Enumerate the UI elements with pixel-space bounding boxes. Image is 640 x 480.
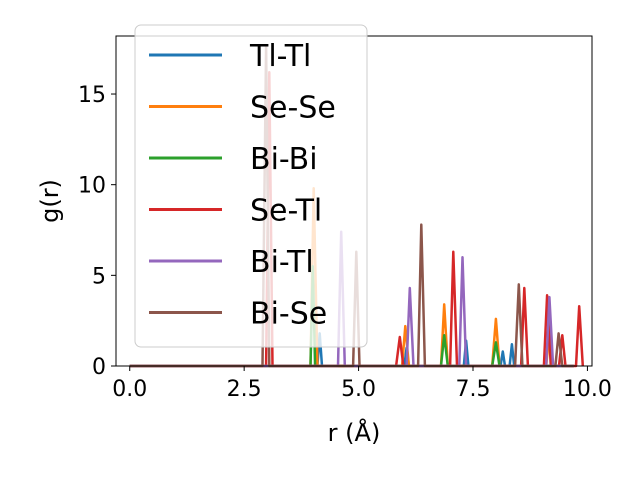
y-axis-label: g(r) — [36, 179, 64, 223]
x-tick-label: 0.0 — [112, 377, 147, 402]
legend: Tl-Tl Se-Se Bi-Bi Se-Tl Bi-Tl Bi-Se — [134, 24, 368, 348]
legend-label-tl-tl: Tl-Tl — [249, 39, 311, 74]
x-axis-label: r (Å) — [328, 418, 381, 447]
legend-label-bi-bi: Bi-Bi — [250, 142, 318, 177]
x-tick-label: 2.5 — [227, 377, 262, 402]
x-tick-label: 7.5 — [456, 377, 491, 402]
y-axis-ticks: 0 5 10 15 — [78, 83, 116, 380]
x-tick-label: 5.0 — [341, 377, 376, 402]
y-tick-label: 10 — [78, 174, 106, 199]
x-tick-label: 10.0 — [563, 377, 612, 402]
legend-label-se-se: Se-Se — [250, 91, 336, 126]
y-tick-label: 5 — [92, 264, 106, 289]
y-tick-label: 0 — [92, 355, 106, 380]
legend-label-bi-se: Bi-Se — [250, 297, 327, 332]
x-axis-ticks: 0.0 2.5 5.0 7.5 10.0 — [112, 366, 612, 402]
legend-label-se-tl: Se-Tl — [250, 194, 322, 229]
legend-label-bi-tl: Bi-Tl — [250, 245, 314, 280]
y-tick-label: 15 — [78, 83, 106, 108]
